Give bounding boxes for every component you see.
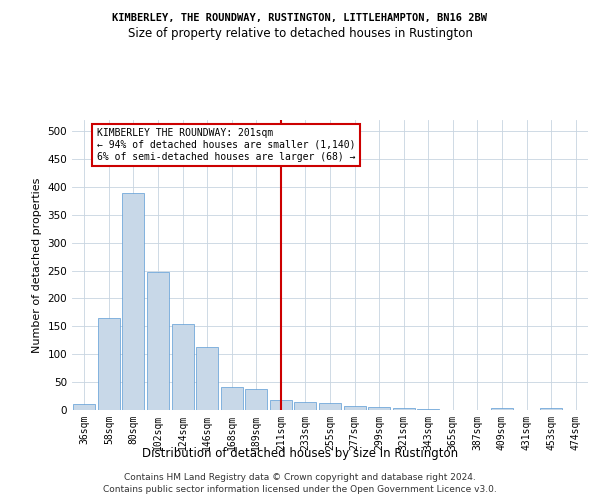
Bar — [172, 324, 194, 410]
Bar — [147, 272, 169, 410]
Text: KIMBERLEY, THE ROUNDWAY, RUSTINGTON, LITTLEHAMPTON, BN16 2BW: KIMBERLEY, THE ROUNDWAY, RUSTINGTON, LIT… — [113, 12, 487, 22]
Bar — [491, 408, 513, 410]
Text: Contains public sector information licensed under the Open Government Licence v3: Contains public sector information licen… — [103, 485, 497, 494]
Bar — [122, 192, 145, 410]
Bar — [73, 404, 95, 410]
Bar — [295, 402, 316, 410]
Bar — [196, 347, 218, 410]
Bar — [319, 403, 341, 410]
Bar — [392, 408, 415, 410]
Text: Size of property relative to detached houses in Rustington: Size of property relative to detached ho… — [128, 28, 472, 40]
Bar — [98, 318, 120, 410]
Bar — [368, 406, 390, 410]
Bar — [417, 409, 439, 410]
Bar — [540, 408, 562, 410]
Bar — [270, 400, 292, 410]
Text: Contains HM Land Registry data © Crown copyright and database right 2024.: Contains HM Land Registry data © Crown c… — [124, 472, 476, 482]
Text: Distribution of detached houses by size in Rustington: Distribution of detached houses by size … — [142, 448, 458, 460]
Bar — [245, 389, 268, 410]
Text: KIMBERLEY THE ROUNDWAY: 201sqm
← 94% of detached houses are smaller (1,140)
6% o: KIMBERLEY THE ROUNDWAY: 201sqm ← 94% of … — [97, 128, 355, 162]
Bar — [221, 386, 243, 410]
Y-axis label: Number of detached properties: Number of detached properties — [32, 178, 42, 352]
Bar — [344, 406, 365, 410]
